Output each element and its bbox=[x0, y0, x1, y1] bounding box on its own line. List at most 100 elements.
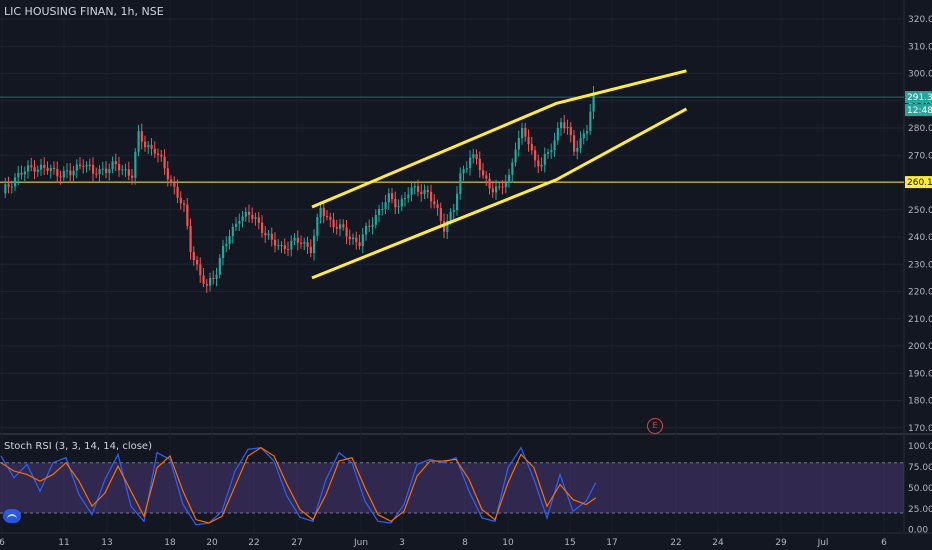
candle-body bbox=[527, 136, 530, 145]
time-axis[interactable]: 6 11 13 18 20 22 27 Jun 3 8 10 15 17 22 24 29 Jul 6 bbox=[0, 538, 887, 548]
candle-body bbox=[358, 242, 361, 246]
candle-body bbox=[153, 148, 156, 154]
candle-body bbox=[85, 164, 88, 167]
candle-body bbox=[134, 151, 137, 178]
candle-body bbox=[241, 216, 244, 222]
candle-body bbox=[322, 207, 325, 216]
candle-body bbox=[449, 211, 452, 221]
symbol-title[interactable]: LIC HOUSING FINAN, 1h, NSE bbox=[4, 5, 164, 18]
price-axis[interactable]: 320.00310.00300.00290.00280.00270.00260.… bbox=[908, 15, 932, 434]
candle-body bbox=[257, 217, 260, 223]
rsi-tick-label: 75.00 bbox=[908, 463, 932, 473]
grid bbox=[0, 0, 932, 534]
candle-body bbox=[423, 190, 426, 195]
candle-body bbox=[491, 188, 494, 193]
time-tick-label: 22 bbox=[248, 538, 259, 548]
candle-body bbox=[209, 277, 212, 286]
earnings-marker[interactable]: E bbox=[647, 418, 663, 434]
time-tick-label: 6 bbox=[0, 538, 5, 548]
candle-body bbox=[300, 242, 303, 244]
candle-body bbox=[72, 170, 75, 176]
candle-body bbox=[462, 169, 465, 174]
price-tick-label: 300.00 bbox=[908, 70, 932, 80]
candle-body bbox=[459, 173, 462, 194]
price-tick-label: 170.00 bbox=[908, 424, 932, 434]
candle-body bbox=[254, 217, 257, 219]
candle-body bbox=[46, 167, 49, 171]
channel-lower-line[interactable] bbox=[311, 107, 688, 280]
candle-body bbox=[196, 259, 199, 265]
candle-body bbox=[553, 140, 556, 151]
rsi-tick-label: 0.00 bbox=[908, 526, 928, 536]
candle-body bbox=[23, 171, 26, 175]
candle-body bbox=[550, 150, 553, 153]
time-tick-label: 8 bbox=[462, 538, 468, 548]
channel-upper-line[interactable] bbox=[311, 69, 687, 209]
candle-body bbox=[261, 222, 264, 233]
price-tick-label: 280.00 bbox=[908, 124, 932, 134]
tradingview-logo-icon[interactable] bbox=[3, 509, 21, 523]
time-tick-label: 22 bbox=[670, 538, 681, 548]
time-tick-label: 27 bbox=[291, 538, 302, 548]
candle-body bbox=[192, 252, 195, 260]
candle-body bbox=[264, 232, 267, 236]
candle-body bbox=[131, 175, 134, 178]
candle-body bbox=[290, 240, 293, 250]
candle-body bbox=[342, 224, 345, 228]
candle-body bbox=[540, 164, 543, 167]
price-tick-label: 180.00 bbox=[908, 397, 932, 407]
price-tick-label: 230.00 bbox=[908, 260, 932, 270]
horizontal-line-layer bbox=[0, 96, 904, 183]
candle-body bbox=[43, 164, 46, 168]
candle-body bbox=[420, 191, 423, 195]
candle-body bbox=[413, 186, 416, 188]
candle-body bbox=[319, 207, 322, 218]
candle-body bbox=[381, 208, 384, 210]
time-tick-label: 17 bbox=[606, 538, 617, 548]
indicator-title[interactable]: Stoch RSI (3, 3, 14, 14, close) bbox=[4, 441, 152, 452]
price-tick-label: 220.00 bbox=[908, 288, 932, 298]
candle-body bbox=[163, 156, 166, 169]
candle-body bbox=[332, 219, 335, 228]
time-tick-label: 29 bbox=[775, 538, 787, 548]
candle-body bbox=[157, 153, 160, 155]
candle-body bbox=[215, 274, 218, 279]
candle-body bbox=[543, 154, 546, 165]
trend-channel[interactable] bbox=[311, 69, 688, 280]
candle-body bbox=[335, 227, 338, 229]
time-tick-label: 13 bbox=[101, 538, 112, 548]
candle-body bbox=[488, 178, 491, 189]
candle-body bbox=[465, 168, 468, 170]
price-tags: 291.35 12:48 260.15 bbox=[905, 91, 932, 189]
candle-body bbox=[530, 144, 533, 151]
candle-body bbox=[287, 249, 290, 251]
candle-body bbox=[270, 233, 273, 240]
candle-body bbox=[446, 220, 449, 232]
candle-body bbox=[114, 161, 117, 165]
candle-body bbox=[20, 172, 23, 175]
candle-body bbox=[222, 245, 225, 259]
candle-body bbox=[205, 283, 208, 286]
candle-body bbox=[166, 168, 169, 180]
candle-body bbox=[384, 202, 387, 209]
price-tick-label: 190.00 bbox=[908, 369, 932, 379]
candle-body bbox=[313, 235, 316, 254]
candle-body bbox=[348, 236, 351, 240]
candle-body bbox=[59, 176, 62, 178]
candle-body bbox=[228, 236, 231, 244]
candle-body bbox=[433, 201, 436, 205]
candle-body bbox=[368, 225, 371, 227]
candle-body bbox=[82, 166, 85, 168]
candle-body bbox=[475, 154, 478, 159]
candle-body bbox=[293, 237, 296, 241]
candle-body bbox=[439, 208, 442, 222]
candle-body bbox=[118, 164, 121, 171]
candle-body bbox=[111, 161, 114, 169]
candle-body bbox=[14, 177, 17, 187]
price-tick-label: 270.00 bbox=[908, 151, 932, 161]
time-tick-label: 6 bbox=[881, 538, 887, 548]
time-tick-label: Jun bbox=[353, 538, 368, 548]
time-tick-label: 20 bbox=[206, 538, 218, 548]
candle-body bbox=[79, 164, 82, 167]
